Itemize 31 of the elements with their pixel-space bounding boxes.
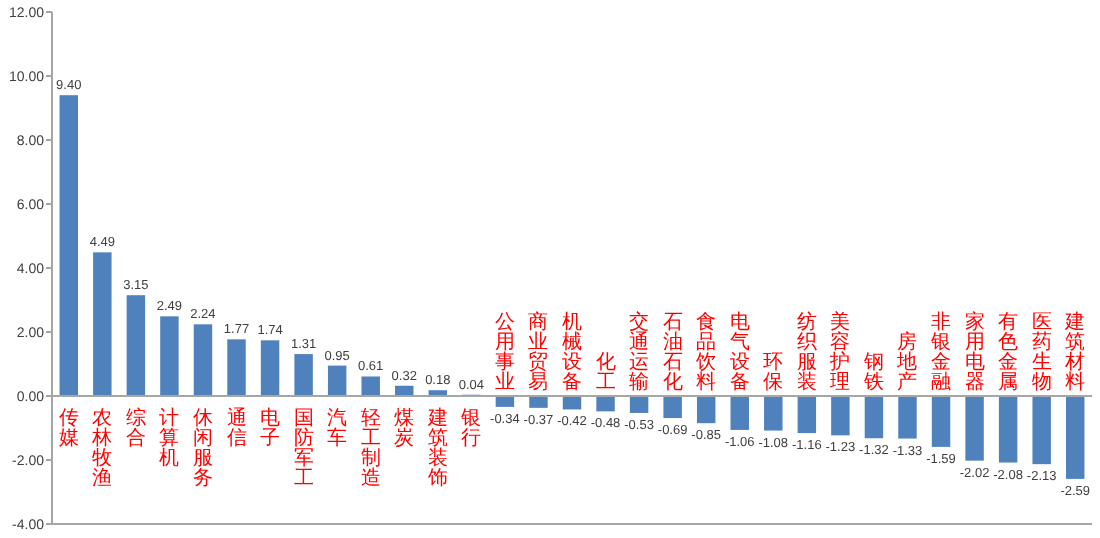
x-tick-label: 公用事业	[494, 310, 515, 394]
x-tick-label: 医药生物	[1031, 312, 1052, 394]
x-tick-label: 煤炭	[394, 406, 415, 450]
x-tick-label: 休闲服务	[192, 408, 213, 490]
x-tick-label: 环保	[763, 352, 784, 394]
x-tick-label: 机械设备	[562, 310, 582, 394]
x-tick-label: 非银金融	[929, 310, 952, 394]
x-tick-label: 食品饮料	[694, 310, 717, 394]
x-tick-label: 石油石化	[662, 312, 683, 394]
x-tick-label: 农林牧渔	[90, 408, 113, 490]
x-tick-label: 综合	[125, 406, 146, 450]
x-tick-label: 计算机	[159, 406, 180, 470]
x-tick-label: 商业贸易	[528, 310, 549, 394]
x-tick-label: 钢铁	[861, 352, 884, 394]
x-tick-label: 传媒	[58, 408, 79, 450]
x-tick-label: 房地产	[895, 330, 918, 394]
x-tick-label: 汽车	[327, 406, 348, 450]
x-tick-label: 通信	[226, 406, 247, 450]
x-tick-label: 家用电器	[964, 310, 985, 394]
x-tick-label: 国防军工	[293, 408, 314, 490]
x-tick-label: 电子	[260, 406, 281, 450]
x-tick-label: 有色金属	[998, 310, 1019, 394]
x-tick-label: 交通运输	[629, 310, 650, 394]
x-tick-label: 美容护理	[828, 310, 851, 394]
x-tick-label: 纺织服装	[796, 310, 817, 394]
x-tick-label: 建筑装饰	[425, 406, 448, 490]
x-tick-label: 轻工制造	[360, 406, 381, 490]
x-tick-label: 电气设备	[729, 310, 750, 394]
x-tick-label: 化工	[595, 350, 616, 394]
x-tick-label: 银行	[459, 408, 482, 450]
x-tick-label: 建筑材料	[1063, 310, 1086, 394]
